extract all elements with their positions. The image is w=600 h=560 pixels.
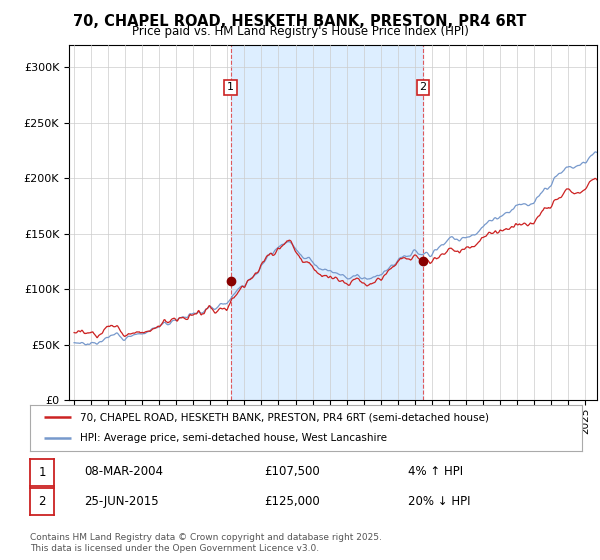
Text: 2: 2: [419, 82, 427, 92]
Text: Price paid vs. HM Land Registry's House Price Index (HPI): Price paid vs. HM Land Registry's House …: [131, 25, 469, 38]
Text: 70, CHAPEL ROAD, HESKETH BANK, PRESTON, PR4 6RT (semi-detached house): 70, CHAPEL ROAD, HESKETH BANK, PRESTON, …: [80, 412, 488, 422]
Text: 08-MAR-2004: 08-MAR-2004: [84, 465, 163, 478]
Text: HPI: Average price, semi-detached house, West Lancashire: HPI: Average price, semi-detached house,…: [80, 433, 386, 444]
Text: 70, CHAPEL ROAD, HESKETH BANK, PRESTON, PR4 6RT: 70, CHAPEL ROAD, HESKETH BANK, PRESTON, …: [73, 14, 527, 29]
Text: 25-JUN-2015: 25-JUN-2015: [84, 494, 158, 508]
Text: 2: 2: [38, 495, 46, 508]
Text: 20% ↓ HPI: 20% ↓ HPI: [408, 494, 470, 508]
Text: 4% ↑ HPI: 4% ↑ HPI: [408, 465, 463, 478]
Text: 1: 1: [38, 465, 46, 479]
Bar: [230, 45, 423, 400]
Text: 1: 1: [227, 82, 234, 92]
Text: £125,000: £125,000: [264, 494, 320, 508]
Text: £107,500: £107,500: [264, 465, 320, 478]
Text: Contains HM Land Registry data © Crown copyright and database right 2025.
This d: Contains HM Land Registry data © Crown c…: [30, 533, 382, 553]
